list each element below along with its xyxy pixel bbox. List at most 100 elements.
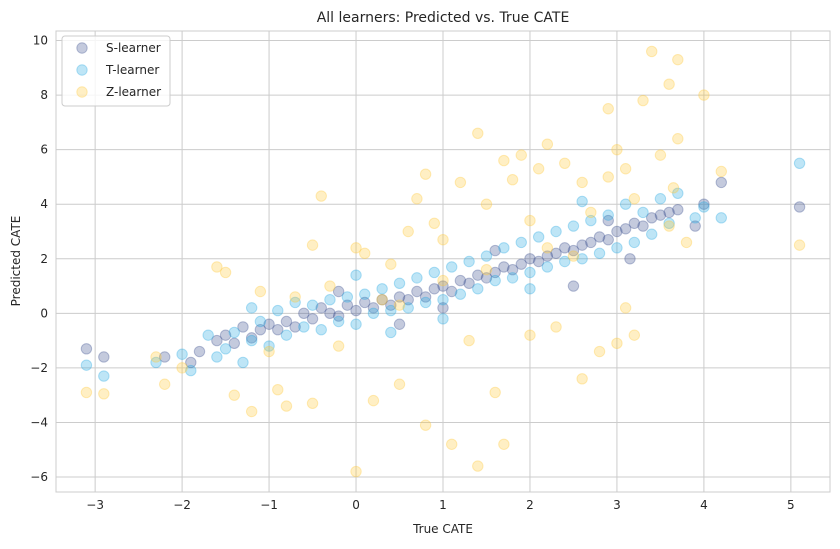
point-z-learner [211,261,223,273]
point-z-learner [463,334,475,347]
point-t-learner [463,255,475,268]
point-s-learner [272,323,284,336]
point-t-learner [228,326,240,339]
point-z-learner [176,362,188,374]
point-t-learner [672,187,684,200]
point-t-learner [524,266,536,279]
x-tick-label: 4 [700,498,708,512]
point-z-learner [98,388,110,400]
point-z-learner [150,351,162,363]
point-s-learner [715,176,727,189]
point-s-learner [567,280,580,292]
point-s-learner [559,242,571,254]
point-s-learner [624,253,636,265]
point-s-learner [602,233,614,246]
point-z-learner [280,400,293,412]
point-t-learner [524,283,536,295]
point-t-learner [437,313,449,325]
point-t-learner [315,323,327,336]
point-z-learner [411,193,423,205]
point-z-learner [393,299,406,311]
y-tick-label: 6 [40,143,48,157]
point-z-learner [793,239,806,251]
point-t-learner [489,274,501,287]
y-tick-label: −2 [30,361,48,375]
point-t-learner [306,299,319,311]
point-z-learner [585,206,597,219]
point-z-learner [663,78,675,90]
point-s-learner [367,302,380,314]
point-s-learner [489,244,501,257]
point-z-learner [437,274,449,287]
point-z-learner [159,378,171,390]
point-t-learner [689,212,701,224]
point-t-learner [611,242,623,254]
point-t-learner [237,356,249,369]
x-tick-label: −2 [173,498,191,512]
point-t-learner [341,291,354,303]
point-z-learner [619,302,632,314]
point-t-learner [576,195,588,208]
point-t-learner [385,304,397,317]
point-s-learner [393,291,406,303]
point-t-learner [245,302,258,314]
y-tick-label: −4 [30,415,48,429]
point-z-learner [498,438,510,450]
point-s-learner [237,321,249,333]
point-z-learner [524,214,536,227]
point-s-learner [324,307,336,320]
point-z-learner [385,258,397,270]
point-t-learner [437,293,449,306]
point-t-learner [654,193,667,205]
point-s-learner [254,323,267,336]
point-s-learner [393,318,406,330]
point-s-learner [637,220,649,232]
point-s-learner [646,212,658,224]
point-z-learner [619,163,632,175]
point-s-learner [280,315,293,328]
point-s-learner [445,285,458,298]
x-tick-label: 1 [439,498,447,512]
point-s-learner [211,334,223,347]
x-tick-label: 0 [352,498,360,512]
point-t-learner [272,304,284,317]
point-t-learner [576,253,588,265]
point-s-learner [228,337,240,350]
point-s-learner [402,293,414,306]
point-z-learner [515,149,527,161]
point-s-learner [593,231,606,243]
point-t-learner [619,198,632,210]
x-tick-label: −1 [260,498,278,512]
point-z-learner [472,127,484,139]
point-z-learner [324,280,336,292]
y-tick-label: 8 [40,88,48,102]
legend-label-z-learner: Z-learner [106,85,161,99]
point-z-learner [667,182,680,194]
point-t-learner [445,261,458,273]
point-z-learner [602,171,614,183]
point-z-learner [393,378,406,390]
point-z-learner [628,329,641,341]
point-z-learner [332,340,345,352]
point-t-learner [211,351,223,363]
point-z-learner [611,143,623,156]
point-s-learner [454,274,467,287]
legend-box [61,35,171,107]
point-s-learner [506,263,519,276]
point-z-learner [350,465,362,478]
legend-marker-z-learner [76,86,88,98]
point-s-learner [289,321,301,333]
point-s-learner [463,277,475,290]
point-t-learner [506,272,519,284]
point-t-learner [550,225,562,238]
point-z-learner [480,263,493,276]
point-s-learner [663,206,675,219]
x-tick-label: −3 [86,498,104,512]
point-t-learner [324,293,336,306]
point-t-learner [185,364,197,377]
point-z-learner [402,225,414,238]
point-t-learner [793,157,806,169]
point-s-learner [98,351,110,363]
